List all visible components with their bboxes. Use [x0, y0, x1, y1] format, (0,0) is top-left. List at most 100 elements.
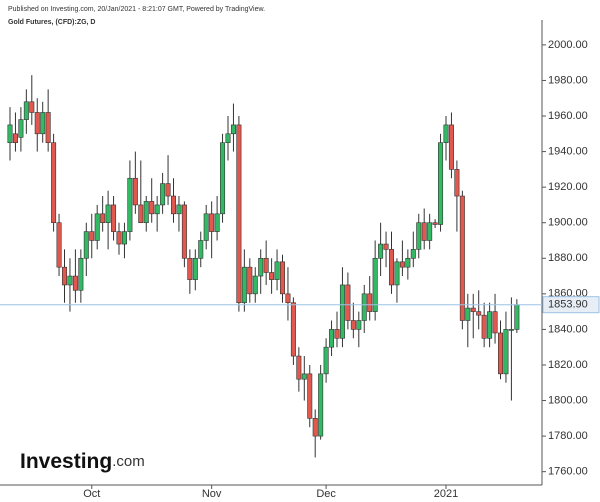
candle-body [18, 119, 24, 138]
candle-body [181, 204, 187, 259]
candle-body [339, 284, 345, 339]
candle-body [111, 204, 117, 232]
candle-body [334, 329, 340, 339]
candle-body [138, 204, 144, 224]
logo-suffix: .com [112, 453, 145, 470]
candle-body [388, 249, 394, 286]
candle-body [258, 257, 264, 277]
candle-body [187, 257, 193, 280]
candle-body [492, 311, 498, 334]
candle-body [318, 373, 324, 437]
y-tick-label: 2000.00 [548, 39, 588, 51]
candle-body [285, 293, 291, 304]
y-tick-label: 1900.00 [548, 217, 588, 229]
candle-body [23, 101, 29, 120]
candle-body [61, 266, 67, 286]
candle-body [51, 142, 57, 224]
candle-body [372, 257, 378, 312]
chart-title: Gold Futures, (CFD):ZG, D [8, 19, 96, 26]
y-tick-label: 1960.00 [548, 110, 588, 122]
candle-body [192, 257, 198, 280]
candle-body [121, 231, 127, 245]
candle-body [383, 243, 389, 250]
candle-body [307, 373, 313, 419]
candle-body [470, 307, 476, 312]
candle-body [454, 169, 460, 197]
last-price-box [542, 296, 600, 314]
x-tick-label: Oct [83, 488, 100, 500]
y-tick-label: 1920.00 [548, 181, 588, 193]
y-tick-label: 1820.00 [548, 359, 588, 371]
candle-body [78, 257, 84, 291]
candle-body [67, 275, 73, 286]
candle-body [497, 332, 503, 375]
y-tick-label: 1780.00 [548, 430, 588, 442]
x-tick-label: 2021 [434, 488, 458, 500]
candle-body [34, 112, 40, 135]
candle-body [476, 311, 482, 316]
logo: Investing.com [20, 450, 145, 473]
candle-body [149, 201, 155, 215]
candle-body [274, 261, 280, 280]
candle-body [165, 183, 171, 197]
y-tick-label: 1800.00 [548, 394, 588, 406]
x-tick-label: Dec [316, 488, 336, 500]
candle-body [143, 201, 149, 224]
candle-body [301, 373, 307, 380]
candle-body [323, 346, 329, 375]
candle-body [160, 183, 166, 206]
candle-body [89, 231, 95, 241]
candle-body [279, 261, 285, 295]
candle-body [514, 304, 520, 330]
y-tick-label: 1880.00 [548, 252, 588, 264]
candle-body [105, 204, 111, 224]
candle-body [394, 261, 400, 286]
candle-body [263, 257, 269, 273]
candle-body [443, 124, 449, 143]
candle-body [416, 222, 422, 250]
candle-body [350, 320, 356, 330]
candle-body [410, 249, 416, 259]
candle-body [329, 329, 335, 348]
candle-body [508, 329, 514, 331]
candle-body [241, 266, 247, 304]
candle-body [247, 266, 253, 295]
candle-body [100, 213, 106, 224]
published-note: Published on Investing.com, 20/Jan/2021 … [8, 6, 265, 13]
candle-body [56, 222, 62, 268]
candle-body [465, 307, 471, 321]
logo-name: Investing [20, 450, 112, 473]
candle-body [214, 213, 220, 232]
candle-body [296, 355, 302, 380]
candle-body [361, 293, 367, 321]
y-tick-label: 1840.00 [548, 323, 588, 335]
y-tick-label: 1760.00 [548, 466, 588, 478]
candle-body [7, 124, 13, 143]
candle-body [290, 302, 296, 357]
candle-body [459, 195, 465, 321]
candle-body [312, 418, 318, 437]
candle-body [220, 142, 226, 215]
candle-body [438, 142, 444, 225]
candle-body [405, 257, 411, 268]
candle-body [252, 275, 258, 295]
candle-body [356, 320, 362, 330]
candle-body [225, 133, 231, 143]
candle-body [481, 314, 487, 339]
candle-body [448, 124, 454, 170]
candle-body [72, 275, 78, 291]
candle-body [399, 261, 405, 268]
candle-body [116, 231, 122, 245]
y-tick-label: 1940.00 [548, 145, 588, 157]
candle-body [45, 112, 51, 143]
y-tick-label: 1980.00 [548, 74, 588, 86]
candle-body [40, 112, 46, 135]
candle-body [367, 293, 373, 312]
candle-body [127, 177, 133, 232]
candle-body [203, 213, 209, 241]
candle-body [176, 204, 182, 215]
candle-body [432, 222, 438, 225]
candle-body [427, 222, 433, 241]
candle-body [94, 213, 100, 241]
